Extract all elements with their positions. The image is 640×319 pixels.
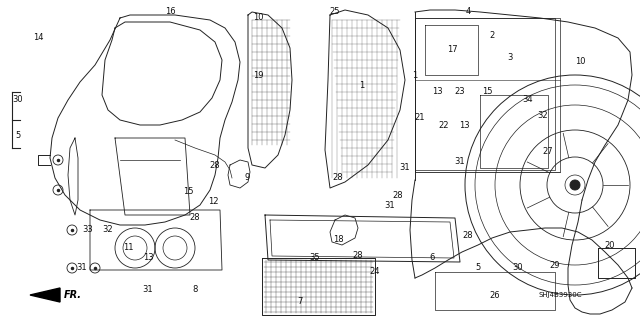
- Text: 25: 25: [330, 8, 340, 17]
- Text: 11: 11: [123, 243, 133, 253]
- Text: 5: 5: [15, 130, 20, 139]
- Text: 31: 31: [454, 158, 465, 167]
- Text: SHJ4B3930C: SHJ4B3930C: [538, 292, 582, 298]
- Text: 31: 31: [400, 164, 410, 173]
- Text: 14: 14: [33, 33, 44, 42]
- Text: 28: 28: [463, 231, 474, 240]
- Text: 15: 15: [183, 188, 193, 197]
- Text: 13: 13: [459, 121, 469, 130]
- Text: 30: 30: [13, 95, 23, 105]
- Text: 13: 13: [143, 254, 154, 263]
- Text: 34: 34: [523, 95, 533, 105]
- Text: 28: 28: [353, 250, 364, 259]
- Text: 2: 2: [490, 31, 495, 40]
- Polygon shape: [30, 288, 60, 302]
- Text: 5: 5: [476, 263, 481, 272]
- Text: 31: 31: [143, 286, 154, 294]
- Text: 1: 1: [360, 80, 365, 90]
- Text: 16: 16: [164, 8, 175, 17]
- Text: 28: 28: [210, 160, 220, 169]
- Text: 33: 33: [83, 226, 93, 234]
- Text: 12: 12: [208, 197, 218, 206]
- Text: 6: 6: [429, 254, 435, 263]
- Text: 28: 28: [333, 174, 343, 182]
- Text: 22: 22: [439, 121, 449, 130]
- Text: 31: 31: [77, 263, 87, 272]
- Text: 1: 1: [412, 70, 418, 79]
- Text: 30: 30: [513, 263, 524, 272]
- Text: 35: 35: [310, 254, 320, 263]
- Text: 3: 3: [508, 54, 513, 63]
- Text: 15: 15: [482, 87, 492, 97]
- Text: FR.: FR.: [64, 290, 82, 300]
- Text: 20: 20: [605, 241, 615, 249]
- Text: 28: 28: [393, 190, 403, 199]
- Text: 21: 21: [415, 114, 425, 122]
- Text: 23: 23: [454, 87, 465, 97]
- Text: 9: 9: [244, 174, 250, 182]
- Text: 17: 17: [447, 46, 458, 55]
- Circle shape: [570, 180, 580, 190]
- Text: 7: 7: [298, 298, 303, 307]
- Text: 4: 4: [465, 8, 470, 17]
- Text: 29: 29: [550, 261, 560, 270]
- Text: 24: 24: [370, 268, 380, 277]
- Text: 32: 32: [102, 226, 113, 234]
- Text: 19: 19: [253, 70, 263, 79]
- Text: 31: 31: [385, 201, 396, 210]
- Text: 28: 28: [189, 213, 200, 222]
- Text: 26: 26: [490, 291, 500, 300]
- Text: 32: 32: [538, 110, 548, 120]
- Text: 18: 18: [333, 235, 343, 244]
- Text: 27: 27: [543, 147, 554, 157]
- Text: 10: 10: [575, 57, 585, 66]
- Text: 10: 10: [253, 13, 263, 23]
- Text: 13: 13: [432, 87, 442, 97]
- Text: 8: 8: [192, 286, 198, 294]
